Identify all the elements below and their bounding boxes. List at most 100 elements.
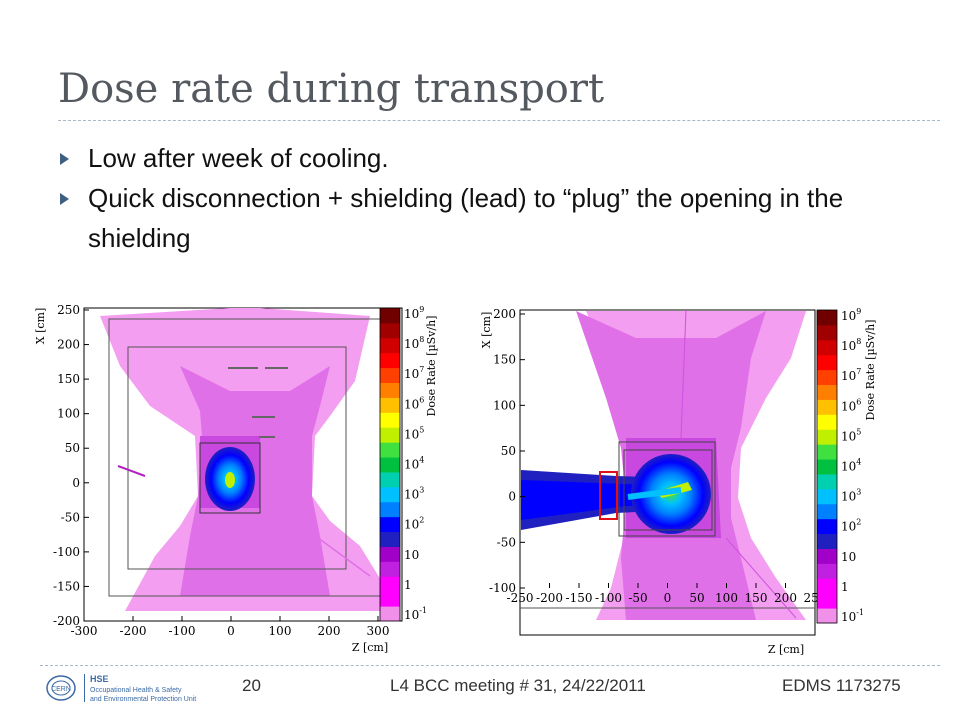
colorbar-swatch (817, 399, 837, 415)
x-tick-label: -50 (628, 591, 647, 605)
x-tick-label: 50 (689, 591, 704, 605)
x-tick-label: 150 (745, 591, 768, 605)
colorbar-label: Dose Rate [µSv/h] (864, 320, 877, 421)
bullet-arrow-icon (60, 193, 69, 205)
colorbar-swatch (380, 367, 400, 384)
colorbar-swatch (817, 608, 837, 624)
dose-map-left: -300 -200 -100 0 100 200 300250200150100500-50… (34, 303, 438, 654)
x-tick-label: -200 (536, 591, 563, 605)
x-tick-label: 200 (774, 591, 797, 605)
colorbar-frame (816, 309, 838, 624)
colorbar-swatch (380, 382, 400, 398)
colorbar-tick-label: 107 (841, 367, 861, 383)
colorbar-tick-label: 1 (841, 580, 849, 594)
y-tick-label: -50 (497, 535, 516, 549)
x-tick-label: 0 (664, 591, 672, 605)
x-tick-label: 100 (269, 624, 292, 638)
colorbar-swatch (380, 591, 400, 607)
y-axis-label: X [cm] (34, 308, 47, 345)
hse-name-line1: Occupational Health & Safety (90, 687, 182, 694)
colorbar-tick-label: 10 (404, 548, 419, 562)
y-tick-label: -150 (53, 579, 80, 593)
colorbar-swatch (817, 369, 837, 386)
colorbar-tick-label: 108 (404, 335, 424, 351)
colorbar-tick-label: 109 (841, 307, 861, 323)
colorbar-swatch (817, 563, 837, 579)
colorbar-swatch (380, 352, 400, 369)
colorbar-swatch (817, 384, 837, 400)
y-tick-label: 0 (508, 490, 516, 504)
x-tick-label: -200 (120, 624, 147, 638)
colorbar-swatch (380, 486, 400, 503)
colorbar-swatch (817, 518, 837, 535)
x-axis-label: Z [cm] (352, 641, 388, 654)
colorbar-tick-label: 104 (841, 458, 861, 474)
colorbar-swatch (817, 503, 837, 520)
colorbar-swatch (380, 427, 400, 443)
colorbar-swatch (380, 442, 400, 458)
colorbar-swatch (380, 412, 400, 428)
y-tick-label: 200 (493, 307, 516, 321)
x-axis-label: Z [cm] (768, 643, 804, 656)
cavity-outline (199, 442, 261, 514)
page-number: 20 (242, 676, 261, 695)
y-tick-label: 200 (57, 338, 80, 352)
colorbar-swatch (817, 414, 837, 430)
colorbar-tick-label: 104 (404, 456, 424, 472)
x-tick-label: 100 (715, 591, 738, 605)
edms-reference: EDMS 1173275 (782, 676, 901, 695)
colorbar-label: Dose Rate [µSv/h] (425, 316, 438, 417)
logo-separator (84, 674, 85, 702)
x-tick-label: 300 (367, 624, 390, 638)
plot-axes: -300 -200 -100 0 100 200 300250200150100500-50… (53, 303, 389, 638)
bullet-item: Low after week of cooling. (60, 138, 900, 178)
colorbar-swatch (380, 561, 400, 577)
y-tick-label: -50 (61, 510, 80, 524)
colorbar-tick-label: 10-1 (404, 606, 427, 622)
dose-hotspot (225, 472, 235, 488)
cavity-outline (623, 449, 713, 531)
x-tick-label: 0 (227, 624, 235, 638)
colorbar-tick-label: 106 (404, 395, 424, 411)
bullet-arrow-icon (60, 153, 69, 165)
colorbar-swatch (817, 593, 837, 609)
colorbar-tick-label: 106 (841, 397, 861, 413)
colorbar-swatch (380, 308, 400, 324)
y-tick-label: -200 (53, 614, 80, 628)
colorbar-tick-label: 10 (841, 550, 856, 564)
title-divider (58, 120, 940, 121)
hse-name-line2: and Environmental Protection Unit (90, 696, 196, 703)
colorbar-tick-label: 109 (404, 305, 424, 321)
colorbar-swatch (380, 576, 400, 592)
colorbar-swatch (380, 606, 400, 622)
bullet-item: Quick disconnection + shielding (lead) t… (60, 178, 900, 258)
colorbar-swatch (380, 531, 400, 547)
x-tick-label: -300 (71, 624, 98, 638)
beam-pipe (627, 487, 682, 500)
colorbar-swatch (380, 471, 400, 488)
stray-beam-line (680, 309, 687, 439)
cern-emblem-icon (46, 675, 76, 701)
colorbar-tick-label: 103 (841, 488, 861, 504)
y-tick-label: 50 (501, 444, 516, 458)
y-tick-label: -100 (53, 545, 80, 559)
colorbar-swatch (817, 473, 837, 490)
y-tick-label: 100 (57, 407, 80, 421)
colorbar-tick-label: 102 (841, 518, 861, 534)
colorbar-swatch (817, 578, 837, 594)
colorbar-swatch (817, 354, 837, 371)
colorbar-tick-label: 10-1 (841, 608, 864, 624)
y-tick-label: 250 (57, 303, 80, 317)
colorbar-swatch (817, 533, 837, 549)
colorbar-tick-label: 105 (404, 425, 424, 441)
y-axis-label: X [cm] (480, 312, 493, 349)
bullet-list: Low after week of cooling. Quick disconn… (60, 138, 900, 258)
colorbar-tick-label: 107 (404, 365, 424, 381)
colorbar-swatch (380, 457, 400, 473)
colorbar-swatch (817, 459, 837, 475)
hse-abbrev: HSE (90, 674, 109, 684)
stray-beam-line (294, 520, 371, 577)
lead-plug-marker (599, 471, 618, 520)
colorbar-swatch (817, 324, 837, 341)
colorbar-swatch (380, 397, 400, 413)
